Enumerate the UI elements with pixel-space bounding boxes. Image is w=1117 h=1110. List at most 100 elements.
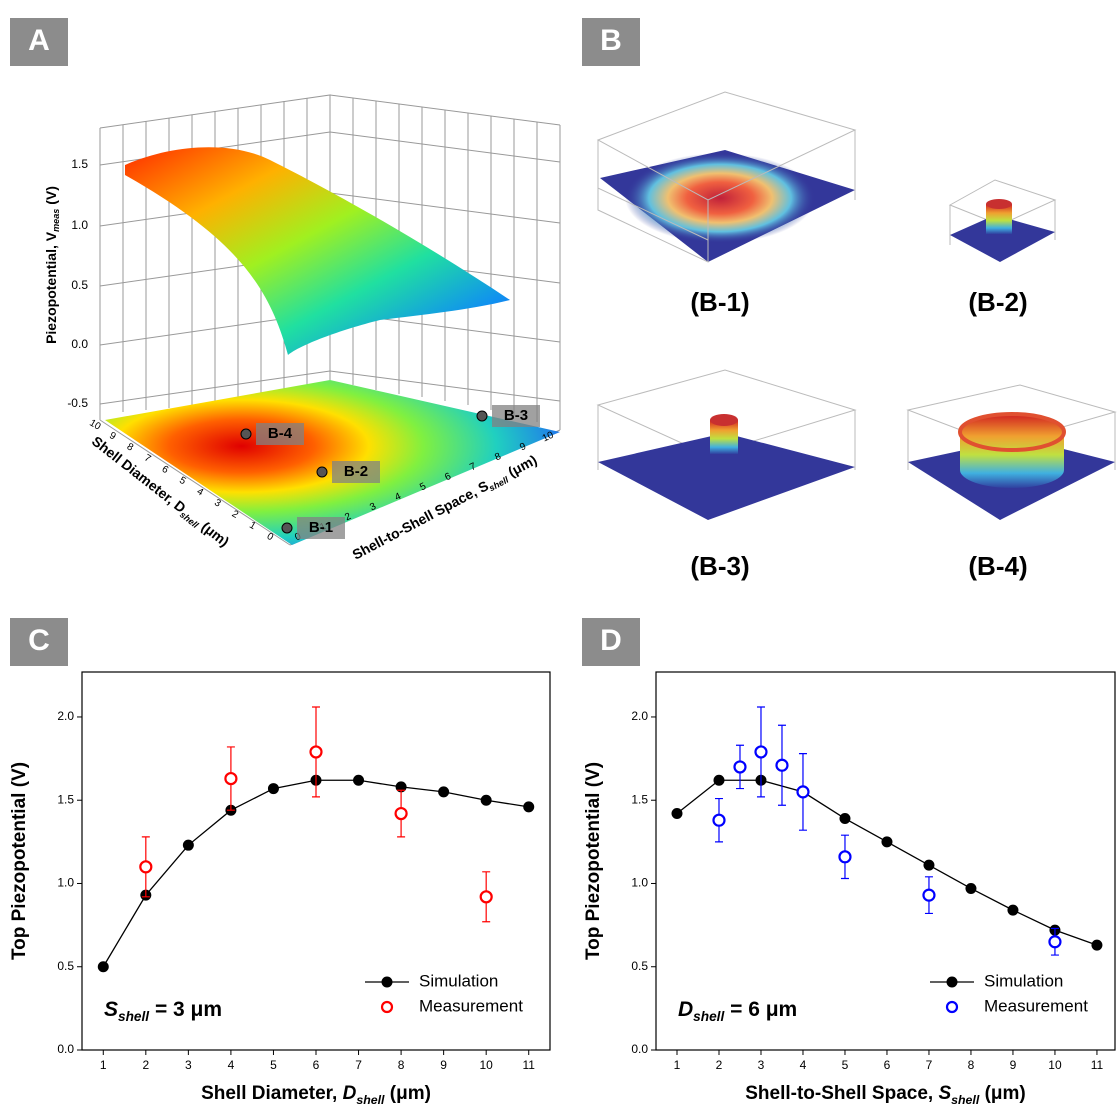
text-part: shell [693, 1009, 725, 1024]
point [476, 410, 488, 422]
marker [796, 785, 810, 799]
d-tick-label: 8 [125, 441, 136, 454]
panel-label-box [10, 18, 68, 66]
marker [775, 758, 789, 772]
d-tick-label: 4 [195, 486, 206, 499]
point-label: B-1 [309, 519, 333, 536]
text-part: S [104, 998, 118, 1021]
x-tick-label: 5 [270, 1058, 277, 1072]
text-part: shell [118, 1009, 150, 1024]
z-tick-label: 1.5 [71, 157, 88, 171]
x-tick-label: 10 [480, 1058, 494, 1072]
d-tick-label: 0 [265, 531, 276, 544]
d-tick-label: 1 [247, 520, 258, 533]
point-label: B-2 [344, 463, 368, 480]
x-tick-label: 10 [1048, 1058, 1062, 1072]
z-tick-label: 0.0 [71, 337, 88, 351]
y-axis-label: Top Piezopotential (V) [583, 762, 604, 960]
s-tick-label: 7 [468, 461, 478, 474]
render-b2 [948, 179, 1057, 262]
x-tick-label: 2 [716, 1058, 723, 1072]
z-axis-label: Piezopotential, Vmeas (V) [43, 186, 62, 344]
text-part: shell [951, 1093, 980, 1107]
y-tick-label: 1.0 [631, 876, 648, 890]
d-tick-label: 9 [107, 430, 118, 443]
y-tick-label: 0.0 [631, 1042, 648, 1056]
d-tick-label: 7 [142, 453, 153, 466]
point-label: B-4 [268, 425, 293, 442]
marker [438, 786, 450, 798]
d-tick-label: 10 [87, 418, 103, 433]
x-tick-label: 4 [228, 1058, 235, 1072]
s-tick-label: 10 [541, 430, 556, 445]
marker [182, 839, 194, 851]
text-part: Shell-to-Shell Space, [745, 1083, 938, 1104]
y-axis-label: Top Piezopotential (V) [9, 762, 30, 960]
x-tick-label: 9 [1010, 1058, 1017, 1072]
marker [1091, 939, 1103, 951]
s-tick-label: 5 [418, 481, 428, 494]
marker [97, 961, 109, 973]
s-tick-label: 2 [343, 511, 353, 524]
marker [480, 794, 492, 806]
panel-label-box [10, 618, 68, 666]
text-part: D [343, 1083, 357, 1104]
point [240, 428, 252, 440]
x-tick-label: 7 [926, 1058, 933, 1072]
point [316, 466, 328, 478]
x-tick-label: 11 [522, 1058, 535, 1072]
marker [139, 860, 153, 874]
render-b4 [906, 384, 1117, 520]
text-part: = 6 μm [724, 998, 797, 1021]
point-label-box [297, 517, 345, 539]
caption: (B-1) [690, 287, 749, 317]
text-part: (μm) [196, 516, 233, 550]
y-tick-label: 0.5 [57, 959, 74, 973]
text-part: shell [356, 1093, 385, 1107]
panel-label: A [28, 24, 50, 57]
marker [754, 745, 768, 759]
x-tick-label: 3 [758, 1058, 765, 1072]
point-label-box [256, 423, 304, 445]
z-tick-label: 0.5 [71, 278, 88, 292]
point-label: B-3 [504, 407, 528, 424]
y-tick-label: 2.0 [57, 709, 74, 723]
x-tick-label: 1 [100, 1058, 107, 1072]
marker [309, 745, 323, 759]
series-line [102, 779, 529, 968]
render-b1 [596, 91, 857, 263]
marker [881, 836, 893, 848]
panel-label: B [600, 24, 622, 57]
marker [733, 760, 747, 774]
text-part: Piezopotential, V [43, 231, 59, 344]
text-part: S [938, 1083, 951, 1104]
annotation: Sshell = 3 μm [104, 998, 222, 1025]
s-tick-label: 9 [518, 441, 528, 454]
x-tick-label: 4 [800, 1058, 807, 1072]
s-tick-label: 4 [393, 491, 403, 504]
annotation: Dshell = 6 μm [678, 998, 797, 1025]
x-tick-label: 7 [355, 1058, 362, 1072]
y-tick-label: 1.5 [631, 792, 648, 806]
plot-frame [655, 671, 1116, 1051]
x-tick-label: 6 [313, 1058, 320, 1072]
marker [1048, 935, 1062, 949]
marker [479, 890, 493, 904]
text-part: Shell Diameter, [201, 1083, 343, 1104]
marker [267, 783, 279, 795]
marker [965, 882, 977, 894]
marker [1007, 904, 1019, 916]
x-axis-label: Shell-to-Shell Space, Sshell (μm) [745, 1083, 1026, 1107]
x-tick-label: 5 [842, 1058, 849, 1072]
surface [125, 147, 510, 355]
marker [394, 806, 408, 821]
marker [923, 859, 935, 871]
d-tick-label: 2 [230, 509, 241, 522]
marker [671, 808, 683, 820]
marker [922, 888, 936, 902]
y-tick-label: 1.5 [57, 792, 74, 806]
marker [838, 850, 852, 864]
x-tick-label: 8 [398, 1058, 405, 1072]
text-part: (μm) [979, 1083, 1025, 1104]
